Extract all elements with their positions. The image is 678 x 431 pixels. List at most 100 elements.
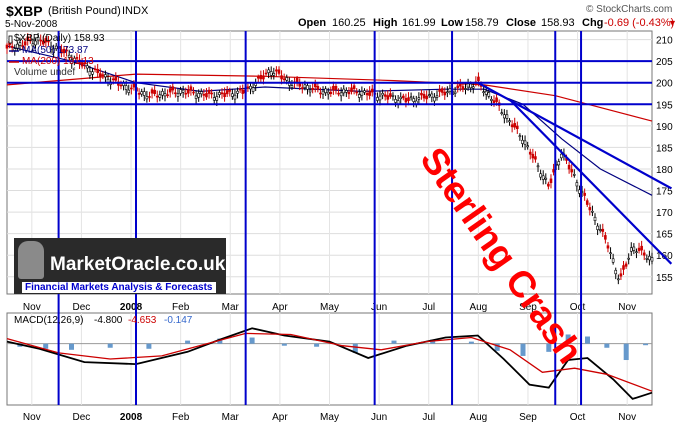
price-candle-body: [505, 114, 509, 119]
price-candle-body: [223, 92, 226, 98]
price-candle-body: [593, 216, 597, 221]
price-candle-body: [435, 95, 439, 98]
price-candle-body: [119, 84, 123, 87]
price-candle-body: [207, 89, 211, 94]
price-candle-body: [490, 98, 493, 101]
price-candle-body: [471, 86, 475, 89]
price-candle-body: [179, 89, 182, 94]
price-candle-body: [598, 229, 602, 231]
price-candle-body: [567, 164, 571, 170]
high-value: 161.99: [402, 17, 436, 29]
price-candle-body: [127, 89, 131, 93]
price-candle-body: [225, 90, 229, 95]
open-label: Open: [298, 17, 327, 29]
price-x-tick: Jun: [371, 302, 387, 313]
symbol-title: $XBP: [6, 3, 43, 19]
price-candle-body: [91, 71, 94, 75]
price-candle-body: [210, 92, 213, 95]
price-candle-body: [588, 207, 592, 211]
price-candle-body: [285, 77, 289, 81]
price-candle-body: [215, 96, 219, 101]
price-candle-body: [650, 257, 654, 262]
price-candle-body: [280, 75, 283, 80]
price-candle-body: [155, 95, 159, 98]
price-candle-body: [98, 73, 102, 78]
price-candle-body: [228, 90, 232, 92]
close-label: Close: [506, 17, 536, 29]
price-candle-body: [205, 93, 208, 98]
macd-histogram-bar: [546, 343, 552, 352]
price-candle-body: [218, 92, 221, 95]
price-candle-body: [642, 252, 646, 256]
price-candle-body: [386, 95, 390, 100]
price-candle-body: [448, 88, 452, 92]
price-candle-body: [339, 92, 343, 97]
price-candle-body: [560, 153, 563, 159]
macd-histogram-bar: [69, 343, 74, 350]
price-candle-body: [433, 96, 436, 102]
watermark-logo-text: MarketOracle.co.uk: [50, 254, 226, 275]
price-candle-body: [417, 97, 421, 100]
price-candle-body: [306, 85, 309, 90]
price-x-tick: Sep: [519, 302, 537, 313]
price-candle-body: [153, 89, 156, 94]
price-candle-body: [101, 74, 105, 76]
legend-candle-swatch: [8, 35, 13, 44]
macd-legend-signal: -4.653: [128, 315, 157, 326]
price-candle-body: [140, 91, 143, 95]
price-candle-body: [453, 91, 457, 94]
watermark-tagline: Financial Markets Analysis & Forecasts: [22, 282, 216, 293]
macd-legend-hist: -0.147: [164, 315, 193, 326]
price-candle-body: [163, 93, 167, 97]
price-candle-body: [93, 68, 97, 71]
price-candle-body: [326, 91, 330, 95]
price-candle-body: [510, 124, 514, 128]
price-candle-body: [332, 85, 335, 91]
price-candle-body: [629, 247, 633, 252]
price-candle-body: [469, 83, 472, 89]
price-candle-body: [174, 92, 177, 95]
macd-histogram-bar: [604, 343, 610, 348]
price-candle-body: [503, 114, 506, 119]
price-candle-body: [114, 76, 118, 81]
price-candle-body: [104, 74, 107, 78]
macd-histogram-bar: [352, 343, 358, 353]
price-x-tick: 2008: [120, 302, 143, 313]
price-candle-body: [427, 94, 431, 97]
price-candle-body: [596, 225, 599, 230]
price-candle-body: [635, 251, 638, 254]
price-candle-body: [236, 90, 239, 94]
macd-legend-macd: -4.800: [94, 315, 123, 326]
price-y-tick: 190: [656, 122, 673, 133]
price-candle-body: [606, 245, 610, 249]
price-candle-body: [251, 87, 255, 92]
exchange-label: INDX: [122, 5, 149, 17]
price-candle-body: [640, 245, 643, 251]
price-candle-body: [601, 228, 605, 232]
macd-histogram-bar: [43, 343, 49, 349]
price-candle-body: [482, 91, 485, 94]
price-candle-body: [67, 54, 71, 58]
price-candle-body: [440, 88, 444, 93]
price-candle-body: [508, 120, 511, 123]
macd-histogram-bar: [281, 343, 287, 346]
price-candle-body: [321, 90, 325, 95]
price-candle-body: [272, 72, 276, 76]
price-candle-body: [456, 85, 460, 89]
price-candle-body: [365, 93, 369, 96]
price-candle-body: [528, 151, 532, 155]
price-y-tick: 210: [656, 36, 673, 47]
price-candle-body: [544, 177, 548, 180]
price-candle-body: [246, 86, 250, 89]
price-candle-body: [171, 86, 175, 91]
price-x-tick: Feb: [172, 302, 190, 313]
price-candle-body: [547, 183, 550, 187]
macd-histogram-bar: [565, 334, 571, 344]
price-candle-body: [368, 91, 371, 96]
price-candle-body: [604, 235, 607, 240]
price-candle-body: [420, 92, 423, 96]
macd-x-tick: Jun: [371, 412, 387, 423]
price-candle-body: [464, 88, 467, 90]
price-x-tick: Nov: [23, 302, 41, 313]
price-candle-body: [438, 89, 441, 92]
